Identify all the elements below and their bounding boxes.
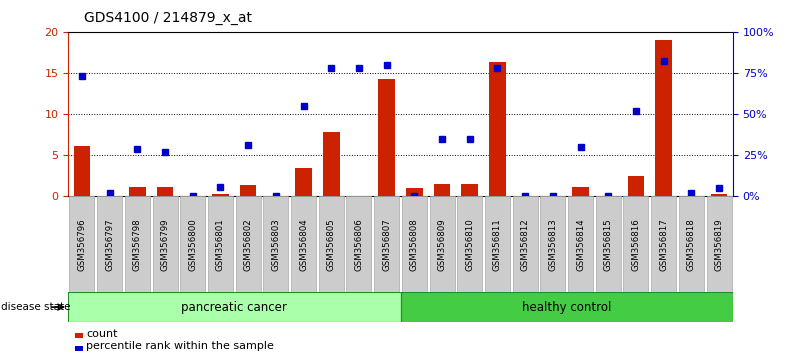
FancyBboxPatch shape [596, 196, 621, 292]
Text: count: count [86, 329, 118, 339]
FancyBboxPatch shape [97, 196, 122, 292]
Bar [710, 194, 727, 196]
Text: GDS4100 / 214879_x_at: GDS4100 / 214879_x_at [84, 11, 252, 25]
Text: GSM356810: GSM356810 [465, 218, 474, 271]
Bar [655, 40, 672, 196]
Bar [157, 187, 173, 196]
FancyBboxPatch shape [623, 196, 649, 292]
FancyBboxPatch shape [264, 196, 288, 292]
FancyBboxPatch shape [400, 292, 733, 322]
Bar [378, 79, 395, 196]
Text: disease state: disease state [1, 302, 70, 312]
FancyBboxPatch shape [291, 196, 316, 292]
Text: GSM356809: GSM356809 [437, 218, 446, 270]
Text: GSM356817: GSM356817 [659, 218, 668, 271]
Text: GSM356808: GSM356808 [410, 218, 419, 271]
Bar [572, 187, 589, 196]
FancyBboxPatch shape [125, 196, 150, 292]
Text: GSM356815: GSM356815 [604, 218, 613, 271]
Text: GSM356801: GSM356801 [216, 218, 225, 271]
Text: GSM356796: GSM356796 [78, 218, 87, 270]
FancyBboxPatch shape [402, 196, 427, 292]
Bar [406, 188, 423, 196]
Text: pancreatic cancer: pancreatic cancer [181, 301, 288, 314]
Bar [628, 176, 644, 196]
Bar [212, 194, 229, 196]
FancyBboxPatch shape [651, 196, 676, 292]
FancyBboxPatch shape [568, 196, 593, 292]
Bar [461, 184, 478, 196]
FancyBboxPatch shape [319, 196, 344, 292]
Bar [323, 132, 340, 196]
FancyBboxPatch shape [457, 196, 482, 292]
Bar [74, 146, 91, 196]
Text: GSM356804: GSM356804 [299, 218, 308, 271]
Text: GSM356799: GSM356799 [160, 218, 170, 270]
Text: GSM356806: GSM356806 [355, 218, 364, 271]
FancyBboxPatch shape [68, 292, 400, 322]
Bar [74, 333, 83, 338]
Bar [129, 187, 146, 196]
FancyBboxPatch shape [347, 196, 372, 292]
Text: percentile rank within the sample: percentile rank within the sample [86, 341, 274, 351]
Bar [434, 184, 450, 196]
FancyBboxPatch shape [429, 196, 454, 292]
Text: GSM356812: GSM356812 [521, 218, 529, 271]
Text: GSM356800: GSM356800 [188, 218, 197, 271]
FancyBboxPatch shape [180, 196, 205, 292]
FancyBboxPatch shape [70, 196, 95, 292]
Bar [489, 62, 505, 196]
Text: healthy control: healthy control [522, 301, 611, 314]
Text: GSM356807: GSM356807 [382, 218, 391, 271]
Text: GSM356813: GSM356813 [549, 218, 557, 271]
FancyBboxPatch shape [679, 196, 704, 292]
FancyBboxPatch shape [208, 196, 233, 292]
Text: GSM356818: GSM356818 [687, 218, 696, 271]
Text: GSM356803: GSM356803 [272, 218, 280, 271]
Text: GSM356816: GSM356816 [631, 218, 641, 271]
FancyBboxPatch shape [374, 196, 399, 292]
Text: GSM356802: GSM356802 [244, 218, 252, 271]
FancyBboxPatch shape [541, 196, 566, 292]
Bar [296, 168, 312, 196]
FancyBboxPatch shape [706, 196, 731, 292]
FancyBboxPatch shape [152, 196, 178, 292]
Text: GSM356811: GSM356811 [493, 218, 502, 271]
Bar [74, 346, 83, 351]
FancyBboxPatch shape [485, 196, 510, 292]
FancyBboxPatch shape [513, 196, 537, 292]
Text: GSM356805: GSM356805 [327, 218, 336, 271]
FancyBboxPatch shape [235, 196, 260, 292]
Text: GSM356819: GSM356819 [714, 218, 723, 270]
Bar [239, 185, 256, 196]
Text: GSM356798: GSM356798 [133, 218, 142, 270]
Text: GSM356797: GSM356797 [105, 218, 114, 270]
Text: GSM356814: GSM356814 [576, 218, 585, 271]
